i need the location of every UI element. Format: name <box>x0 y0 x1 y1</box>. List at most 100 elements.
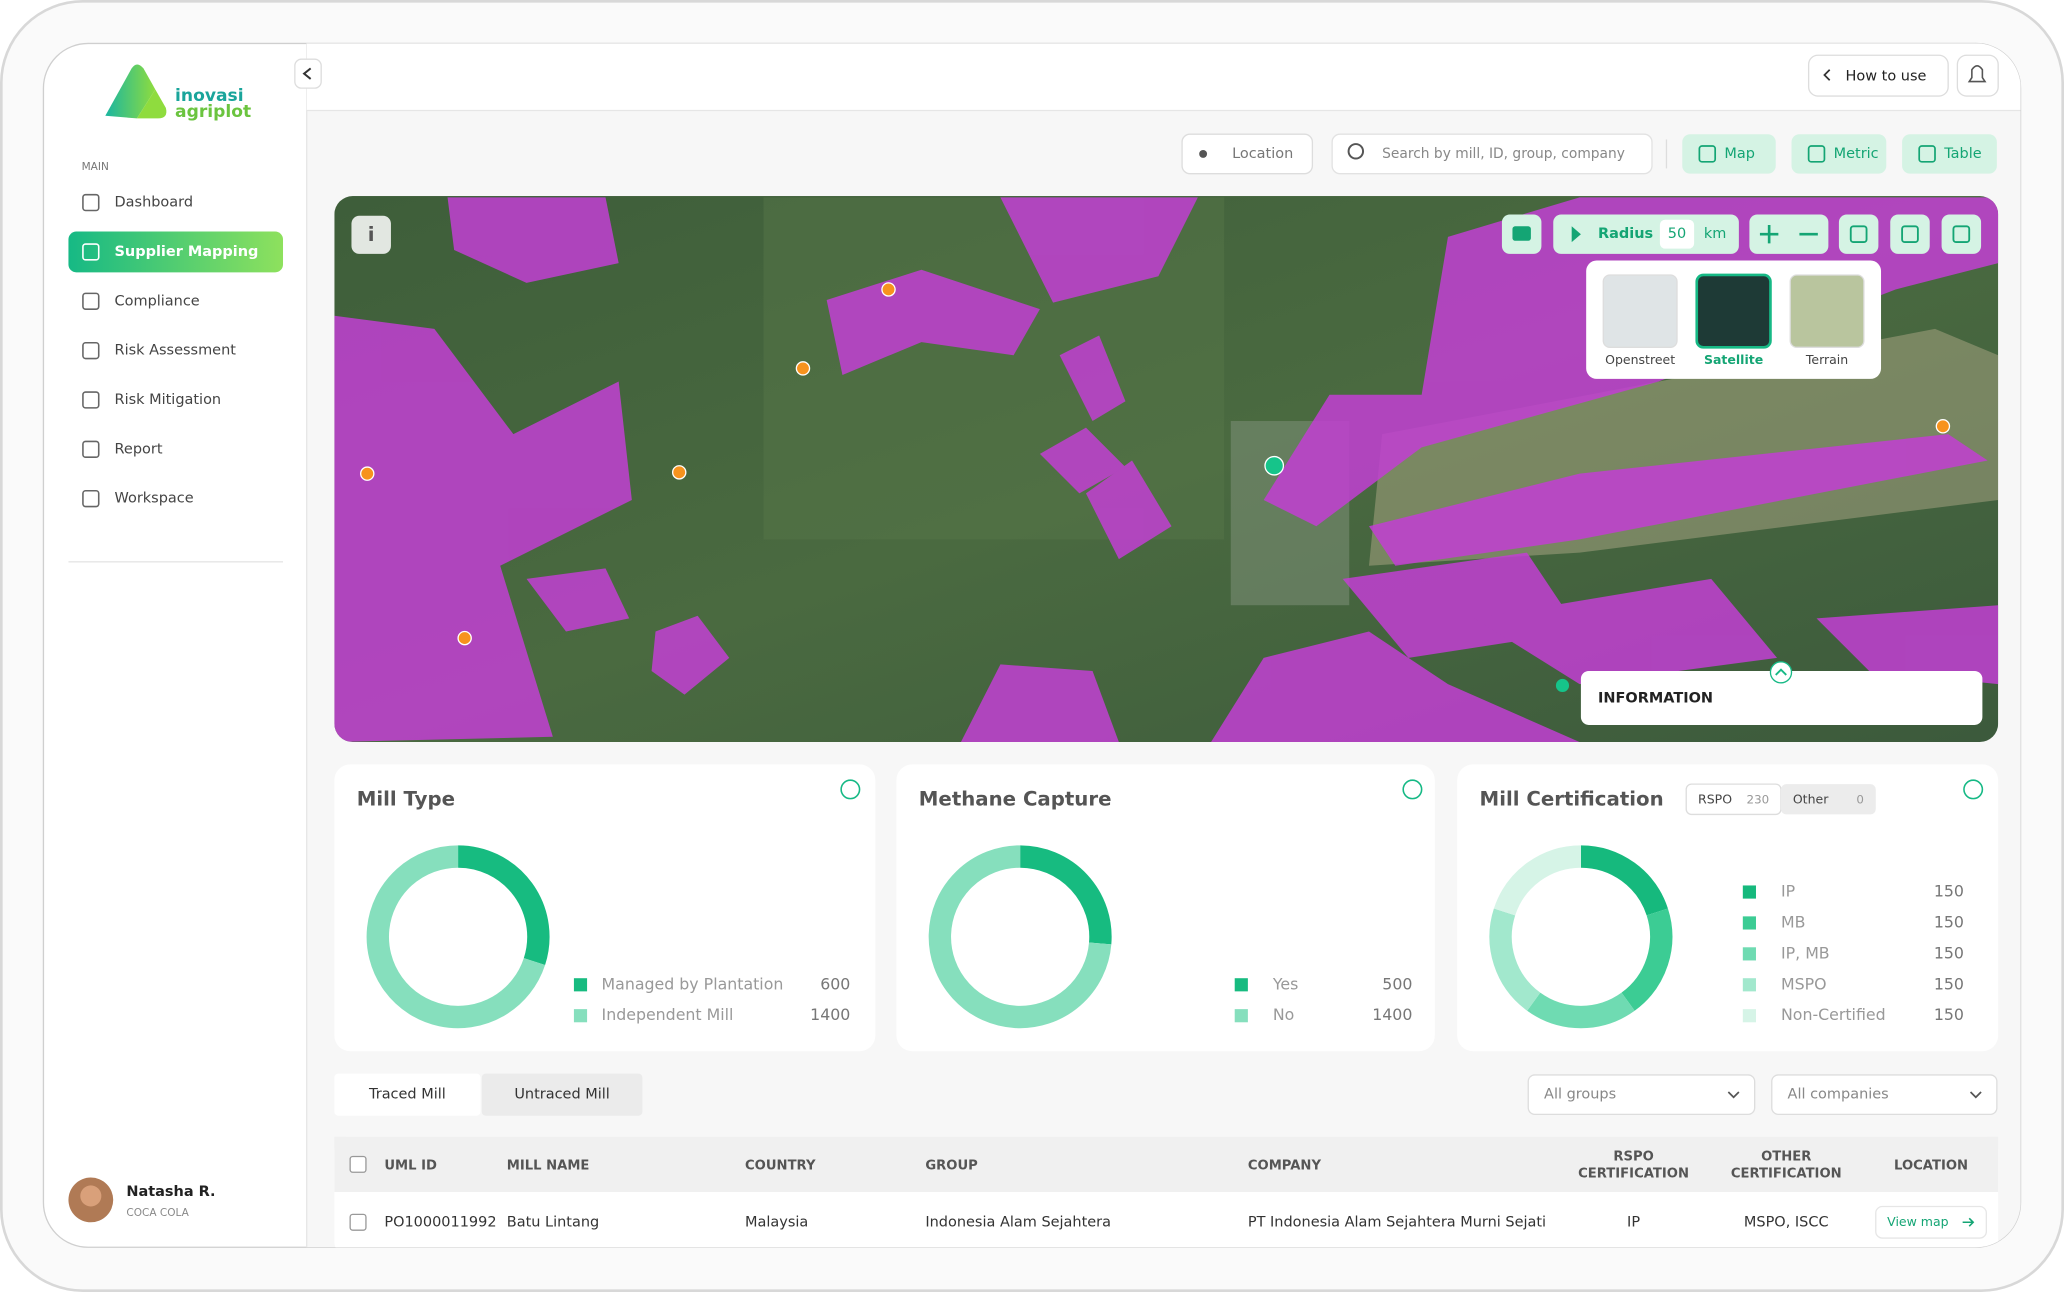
column-header: GROUP <box>925 1159 978 1174</box>
column-header: RSPO CERTIFICATION <box>1578 1149 1689 1181</box>
user-name: Natasha R. <box>126 1184 215 1200</box>
donut-segment <box>1019 845 1112 945</box>
radius-unit: km <box>1704 226 1726 242</box>
map <box>334 196 1999 743</box>
view-label: Metric <box>1834 146 1879 162</box>
legend-value: 150 <box>1934 912 1964 931</box>
cert-tab-count: 230 <box>1747 792 1770 806</box>
how-to-use-button[interactable] <box>1807 54 1949 97</box>
location-filter[interactable] <box>1181 133 1314 175</box>
donut-segment <box>1493 845 1582 916</box>
column-header: COMPANY <box>1248 1159 1322 1174</box>
dropdown-chevron <box>1969 1091 1982 1099</box>
info-icon: i <box>368 223 375 246</box>
menu-item[interactable]: Workspace <box>115 491 194 507</box>
menu-item-active[interactable] <box>68 231 284 273</box>
tool-icon <box>1952 225 1971 244</box>
information-panel <box>1580 670 1983 725</box>
menu-item[interactable]: Risk Assessment <box>115 343 237 359</box>
table-cell: PT Indonesia Alam Sejahtera Murni Sejati <box>1248 1214 1546 1230</box>
menu-icon <box>82 440 100 458</box>
info-icon[interactable] <box>1402 779 1423 800</box>
menu-icon <box>82 292 100 310</box>
view-toggle[interactable] <box>1902 134 1997 174</box>
info-button[interactable] <box>351 215 391 254</box>
legend-value: 150 <box>1934 974 1964 993</box>
chevron <box>302 67 312 80</box>
table-cell: IP <box>1627 1214 1640 1230</box>
legend-label: Independent Mill <box>602 1005 734 1024</box>
chart-card <box>1457 764 1999 1052</box>
location-icon <box>1199 149 1208 158</box>
info-icon[interactable] <box>840 779 861 800</box>
view-toggle[interactable] <box>1791 134 1887 174</box>
donut-segment <box>928 845 1112 1029</box>
selected-mill[interactable] <box>1264 455 1285 476</box>
info-icon[interactable] <box>1963 779 1984 800</box>
map-tool-button[interactable] <box>1890 214 1930 254</box>
legend-swatch <box>1742 978 1756 992</box>
view-map-button[interactable] <box>1875 1205 1987 1239</box>
menu-item[interactable]: Compliance <box>115 293 200 309</box>
radius-label: Radius <box>1598 226 1653 242</box>
legend-value: 150 <box>1934 1005 1964 1024</box>
table-cell: Indonesia Alam Sejahtera <box>925 1214 1111 1230</box>
chart-title: Methane Capture <box>919 787 1112 810</box>
view-icon <box>1807 145 1826 163</box>
legend-label: Yes <box>1272 974 1298 993</box>
camera-icon <box>1512 226 1531 241</box>
table-cell: Malaysia <box>745 1214 808 1230</box>
filter-dropdown[interactable] <box>1771 1074 1998 1116</box>
view-label: Map <box>1724 146 1755 162</box>
zoom-in <box>1759 224 1779 244</box>
search-placeholder: Search by mill, ID, group, company <box>1382 146 1625 162</box>
legend-label: IP, MB <box>1781 943 1830 962</box>
layer-thumb[interactable] <box>1602 274 1678 348</box>
menu-item[interactable]: Supplier Mapping <box>115 244 259 260</box>
legend-value: 150 <box>1934 882 1964 901</box>
menu-icon <box>82 391 100 409</box>
chart-title: Mill Certification <box>1480 787 1664 810</box>
legend-label: No <box>1273 1005 1294 1024</box>
column-header: MILL NAME <box>507 1159 590 1174</box>
menu-item[interactable]: Report <box>115 441 163 457</box>
filter-label: All groups <box>1544 1087 1616 1103</box>
donut-segment <box>1580 845 1668 916</box>
notification-button[interactable] <box>1956 54 1999 97</box>
search-input[interactable] <box>1331 133 1653 175</box>
legend-swatch <box>1742 885 1756 899</box>
chart-card <box>896 764 1435 1052</box>
filter-label: All companies <box>1788 1087 1889 1103</box>
menu-item[interactable]: Dashboard <box>115 195 194 211</box>
arrow-icon <box>1962 1217 1975 1227</box>
expand-button[interactable] <box>1769 661 1793 684</box>
collapse-button[interactable] <box>294 58 322 89</box>
mill-tab[interactable] <box>334 1073 481 1116</box>
radius-input[interactable] <box>1659 219 1695 249</box>
layer-label: Satellite <box>1704 352 1763 367</box>
tool-icon <box>1849 225 1868 244</box>
map-tool-button[interactable] <box>1838 214 1879 254</box>
legend-swatch <box>1742 916 1756 930</box>
layer-thumb[interactable] <box>1695 273 1772 349</box>
map-tool-button[interactable] <box>1941 214 1982 254</box>
cert-tab[interactable] <box>1780 784 1876 815</box>
brand-text: agriplot <box>175 102 251 122</box>
legend-swatch <box>573 1009 588 1023</box>
view-toggle[interactable] <box>1682 134 1776 174</box>
view-label: Table <box>1943 146 1982 162</box>
row-checkbox[interactable] <box>349 1213 367 1231</box>
filter-dropdown[interactable] <box>1527 1074 1756 1116</box>
header-checkbox[interactable] <box>349 1155 367 1173</box>
layer-thumb[interactable] <box>1789 274 1865 348</box>
menu-icon <box>82 243 100 261</box>
mill-tab[interactable] <box>481 1073 643 1116</box>
column-header: LOCATION <box>1894 1159 1968 1174</box>
avatar-face <box>80 1185 102 1207</box>
menu-item[interactable]: Risk Mitigation <box>115 392 222 408</box>
donut-segment <box>366 845 546 1029</box>
header-bar <box>306 43 2021 111</box>
